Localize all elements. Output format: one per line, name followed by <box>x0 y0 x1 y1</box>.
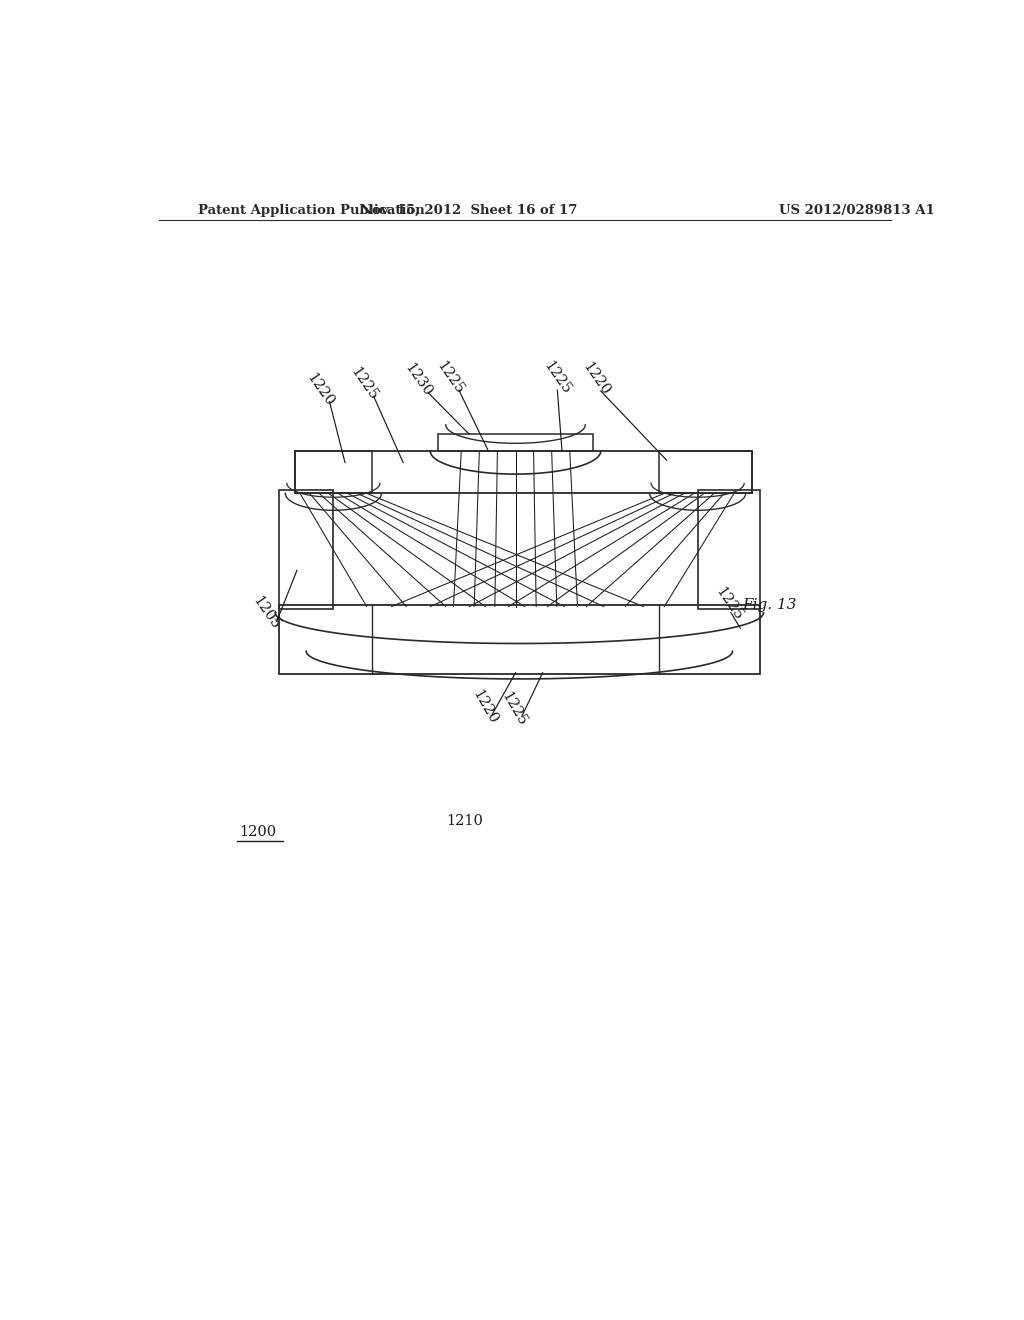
Text: 1210: 1210 <box>446 813 483 828</box>
Bar <box>438 434 593 451</box>
Text: Patent Application Publication: Patent Application Publication <box>198 205 425 218</box>
Text: Fig. 13: Fig. 13 <box>742 598 797 612</box>
Text: 1225: 1225 <box>348 364 381 403</box>
Text: 1225: 1225 <box>499 689 529 729</box>
Bar <box>658 451 752 494</box>
Bar <box>295 451 372 494</box>
Bar <box>295 451 752 494</box>
Text: 1220: 1220 <box>304 370 337 409</box>
Text: 1225: 1225 <box>541 359 573 397</box>
Text: 1200: 1200 <box>239 825 276 840</box>
Text: Nov. 15, 2012  Sheet 16 of 17: Nov. 15, 2012 Sheet 16 of 17 <box>360 205 578 218</box>
Bar <box>280 605 760 675</box>
Bar <box>280 490 334 609</box>
Text: 1205: 1205 <box>250 594 283 632</box>
Text: 1225: 1225 <box>713 585 744 623</box>
Text: 1230: 1230 <box>402 360 435 400</box>
Text: 1220: 1220 <box>469 688 500 726</box>
Bar <box>697 490 760 609</box>
Text: 1220: 1220 <box>580 359 612 397</box>
Text: 1225: 1225 <box>433 359 466 397</box>
Text: US 2012/0289813 A1: US 2012/0289813 A1 <box>779 205 935 218</box>
